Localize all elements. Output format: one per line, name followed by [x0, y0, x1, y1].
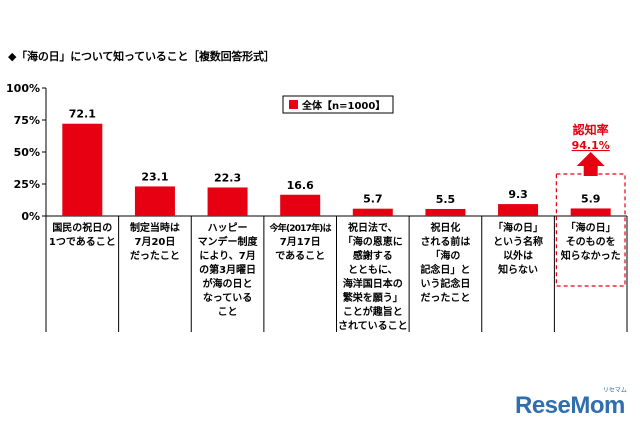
category-label-line: だったこと	[420, 293, 471, 304]
category-label-line: 「海の日」	[493, 223, 544, 234]
category-label-line: 国民の祝日の	[52, 223, 113, 234]
category-label-line: 7月20日	[134, 237, 176, 248]
category-label: 国民の祝日の 1つであること	[47, 222, 117, 250]
category-label-line: 記念日」と	[420, 265, 471, 276]
logo-text: ReseMom	[515, 392, 625, 419]
category-label-line: 7月17日	[279, 237, 321, 248]
category-label-line: とともに、	[347, 265, 398, 276]
category-label: 「海の日」そのものを知らなかった	[556, 222, 626, 264]
annotation-label: 認知率	[573, 122, 609, 137]
bar	[134, 186, 175, 216]
category-label-line: ハッピー	[207, 223, 248, 234]
legend-swatch	[289, 100, 298, 109]
category-label-line: 制定当時は	[129, 223, 180, 234]
category-label-line: であること	[275, 251, 326, 262]
category-label-line: 「海の	[430, 251, 461, 262]
category-label: 今年(2017年)は 7月17日であること	[265, 222, 335, 264]
bar	[498, 204, 539, 216]
data-label: 23.1	[141, 170, 168, 183]
category-label-line: だったこと	[129, 251, 180, 262]
category-label-line: ことが趣旨と	[342, 307, 403, 318]
category-label-line: そのものを	[565, 237, 616, 248]
category-label-line: 感謝する	[352, 251, 393, 262]
data-label: 16.6	[287, 179, 314, 192]
y-tick-label: 50%	[14, 146, 40, 159]
category-label-line: が海の日と	[202, 279, 253, 290]
category-label-line: されていること	[337, 321, 408, 332]
bar	[352, 208, 393, 216]
chart-title: ◆「海の日」について知っていること［複数回答形式］	[8, 50, 275, 63]
y-tick-label: 75%	[14, 114, 40, 127]
category-label-line: 「海の日」	[565, 223, 616, 234]
data-label: 5.5	[436, 193, 456, 206]
bar	[62, 123, 103, 216]
y-tick-label: 100%	[6, 82, 40, 95]
category-label-line: 知らない	[498, 265, 539, 276]
category-label-line: 「海の恩恵に	[342, 237, 403, 248]
category-label-line: される前は	[420, 237, 471, 248]
category-label-line: 祝日化	[430, 223, 461, 234]
category-label: 祝日化される前は「海の記念日」という記念日だったこと	[410, 222, 480, 306]
logo-subtext: リセマム	[602, 388, 627, 394]
category-label-line: 今年(2017年)は	[269, 224, 332, 234]
category-label-line: により、7月	[199, 251, 256, 262]
y-tick-label: 25%	[14, 178, 40, 191]
bar	[425, 208, 466, 216]
category-label-line: マンデー制度	[197, 237, 258, 248]
category-label-line: 繁栄を願う」	[342, 293, 403, 304]
data-label: 22.3	[214, 171, 241, 184]
resemom-logo: ReseMom リセマム	[515, 388, 627, 420]
category-label: 祝日法で、「海の恩恵に 感謝するとともに、海洋国日本の 繁栄を願う」 ことが趣旨と され…	[338, 222, 408, 334]
category-label-line: 以外は	[503, 251, 534, 262]
category-label-line: こと	[217, 307, 238, 318]
category-label-line: 海洋国日本の	[342, 279, 403, 290]
y-tick-label: 0%	[21, 210, 40, 223]
category-label: 「海の日」という名称以外は知らない	[483, 222, 553, 278]
data-label: 5.7	[363, 193, 383, 206]
up-arrow-icon	[576, 152, 605, 176]
category-label: ハッピーマンデー制度 により、7月 の第3月曜日 が海の日となっていること	[193, 222, 263, 320]
bar	[570, 208, 611, 216]
data-label: 72.1	[69, 108, 96, 121]
data-label: 5.9	[581, 192, 601, 205]
category-label-line: いう記念日	[420, 279, 471, 290]
annotation-value: 94.1%	[572, 139, 610, 152]
category-label-line: なっている	[202, 293, 253, 304]
legend-label: 全体【n=1000】	[301, 99, 385, 112]
category-label: 制定当時は 7月20日だったこと	[120, 222, 190, 264]
legend-box	[282, 95, 394, 114]
category-label-line: 1つであること	[48, 237, 116, 248]
data-label: 9.3	[508, 188, 528, 201]
category-label-line: という名称	[493, 237, 544, 248]
bar	[207, 187, 248, 216]
bar	[280, 194, 321, 216]
category-label-line: の第3月曜日	[199, 265, 257, 276]
category-label-line: 知らなかった	[560, 251, 621, 262]
category-label-line: 祝日法で、	[348, 223, 398, 234]
